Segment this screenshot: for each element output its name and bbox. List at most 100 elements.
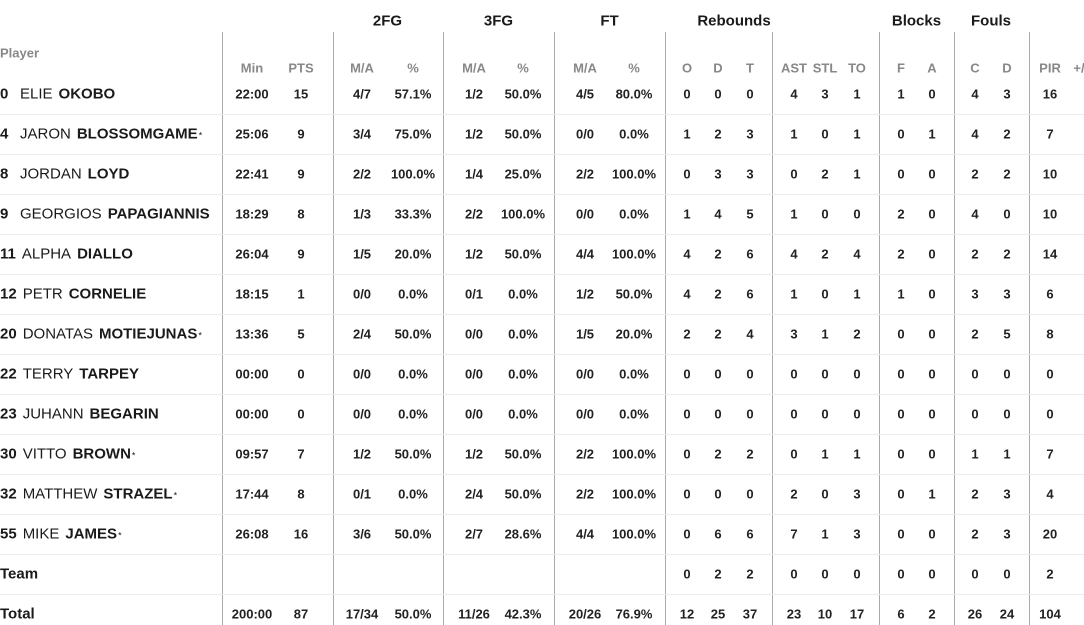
column-header: TO [848,60,866,76]
last-name: OKOBO [58,85,116,103]
stat-cell: 4 [683,246,691,262]
stat-cell: 0 [1003,406,1011,422]
group-header: Rebounds [697,12,771,30]
stat-cell: 2 [714,326,722,342]
stat-cell: 0 [897,486,905,502]
stat-cell: 0.0% [508,406,538,422]
stat-cell: 0 [1046,406,1054,422]
stat-cell: 4 [971,86,979,102]
stat-cell: 2 [853,326,861,342]
stat-cell: 0.0% [619,406,649,422]
stat-cell: 0 [928,166,936,182]
stat-cell: 4 [746,326,754,342]
column-header: % [628,60,640,76]
last-name: JAMES [65,525,118,543]
stat-cell: 5 [746,206,754,222]
stat-cell: 18:15 [235,286,269,302]
row-label: Total [0,605,35,623]
stat-cell: 4/7 [352,86,372,102]
stat-cell: 0 [821,126,829,142]
column-header: A [927,60,937,76]
stat-cell: 100.0% [500,206,546,222]
stat-cell: 4 [853,246,861,262]
stat-cell: 1 [790,286,798,302]
stat-cell: 1/4 [464,166,484,182]
stat-cell: 2/2 [575,166,595,182]
stat-cell: 20.0% [394,246,432,262]
stat-cell: 2 [971,246,979,262]
stat-cell: 25.0% [504,166,542,182]
column-header: Min [240,60,264,76]
stat-cell: 2 [928,606,936,622]
stat-cell: 0/0 [464,366,484,382]
stat-cell: 0 [853,366,861,382]
stat-cell: 3 [1003,286,1011,302]
stat-cell: 0/0 [575,126,595,142]
stat-cell: 17/34 [345,606,379,622]
stat-cell: 4 [971,206,979,222]
stat-cell: 7 [1046,446,1054,462]
player-cell: 0 ELIE OKOBO [0,86,115,103]
stat-cell: 0 [746,406,754,422]
stat-cell: 50.0% [504,126,542,142]
first-name: VITTO [22,445,67,463]
row-separator [0,114,1084,115]
stat-cell: 0/0 [352,366,372,382]
stat-cell: 0 [821,206,829,222]
stat-cell: 0 [971,566,979,582]
stat-cell: 0 [853,406,861,422]
column-header: D [1002,60,1012,76]
stat-cell: 4 [790,246,798,262]
stat-cell: 2/7 [464,526,484,542]
starter-mark: * [173,490,178,501]
stat-cell: 80.0% [615,86,653,102]
column-header: +/ [1073,60,1084,76]
stat-cell: 0 [897,406,905,422]
stat-cell: 3 [971,286,979,302]
row-separator [0,394,1084,395]
stat-cell: 50.0% [615,286,653,302]
stat-cell: 09:57 [235,446,269,462]
stat-cell: 100.0% [611,446,657,462]
player-number: 0 [0,85,9,103]
stat-cell: 50.0% [504,446,542,462]
stat-cell: 0 [928,406,936,422]
player-number: 55 [0,525,17,543]
stat-cell: 0 [821,286,829,302]
stat-cell: 25:06 [235,126,269,142]
row-separator [0,354,1084,355]
row-separator [0,474,1084,475]
stat-cell: 7 [790,526,798,542]
stat-cell: 7 [1046,126,1054,142]
stat-cell: 0.0% [398,406,428,422]
stat-cell: 0 [1003,366,1011,382]
stat-cell: 2/2 [575,446,595,462]
stat-cell: 0 [928,86,936,102]
group-header: 3FG [483,12,514,30]
stat-cell: 0 [821,366,829,382]
stat-cell: 6 [897,606,905,622]
group-header: FT [600,12,619,30]
stat-cell: 9 [297,126,305,142]
stat-cell: 100.0% [611,486,657,502]
stat-cell: 10 [817,606,833,622]
stat-cell: 1 [821,526,829,542]
stat-cell: 0 [853,206,861,222]
column-header: O [681,60,693,76]
stat-cell: 100.0% [390,166,436,182]
stat-cell: 50.0% [504,246,542,262]
stat-cell: 5 [297,326,305,342]
player-cell: 12 PETR CORNELIE [0,286,146,303]
stat-cell: 11/26 [458,606,490,622]
stat-cell: 0 [897,126,905,142]
stat-cell: 6 [746,526,754,542]
stat-cell: 2 [683,326,691,342]
column-header: M/A [350,60,374,76]
stat-cell: 0.0% [619,126,649,142]
stat-cell: 3 [1003,526,1011,542]
stat-cell: 0 [714,406,722,422]
stat-cell: 0/1 [464,286,484,302]
stat-cell: 7 [297,446,305,462]
stat-cell: 2 [1003,126,1011,142]
stat-cell: 0 [928,446,936,462]
